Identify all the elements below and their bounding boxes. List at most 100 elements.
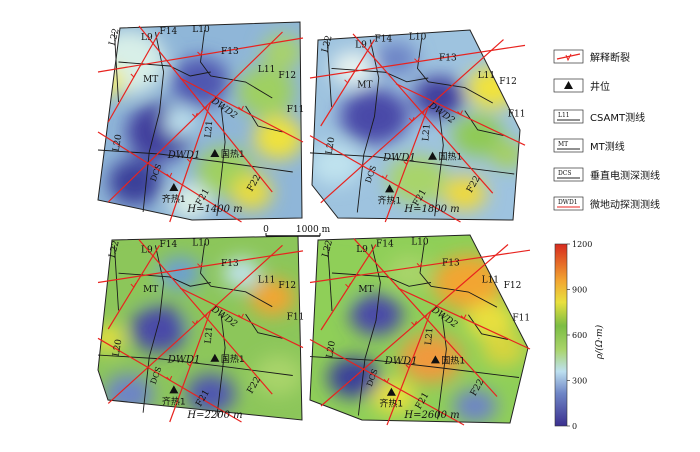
fault-tick [130, 282, 137, 288]
colorbar: 1200 900 600 300 0 ρ/(Ω·m) [554, 240, 605, 431]
field-blob [371, 379, 416, 414]
scale-bar: 0 1000 m [263, 225, 331, 237]
legend-label: 井位 [590, 80, 610, 93]
survey-line [113, 245, 119, 311]
survey-line [327, 244, 333, 312]
fault-lines [309, 33, 526, 223]
line-label-l21: L21 [421, 123, 432, 141]
fault-label-f14: F14 [376, 239, 394, 249]
legend-item-dwd: DWD1 微地动探测测线 [553, 196, 660, 211]
mt-line-label: MT [357, 81, 372, 91]
field-blob [490, 140, 520, 169]
survey-boundary [97, 21, 303, 221]
legend-item-dcs: DCS 垂直电测深测线 [553, 167, 660, 182]
survey-line [464, 110, 504, 137]
line-label-l20: L20 [112, 133, 125, 152]
survey-line [356, 39, 380, 213]
fault-tick [403, 160, 410, 166]
well-label-well_qire: 齐热1 [378, 194, 402, 206]
field-blob [331, 51, 375, 86]
fault-label-f12: F12 [278, 281, 296, 291]
fault-label-f11: F11 [287, 313, 305, 323]
survey-line [468, 314, 509, 340]
field-blob [481, 331, 526, 367]
mt-line-label: MT [143, 285, 158, 295]
field-blob [453, 388, 497, 423]
field-blob [466, 301, 515, 340]
wells: 国热1 齐热1 [162, 353, 245, 408]
fault-tick [130, 72, 137, 78]
field-blob [231, 174, 273, 210]
survey-line [216, 105, 226, 217]
field-blob [387, 255, 431, 291]
line-label-l20: L20 [325, 340, 338, 359]
colorbar-tick-label: 300 [572, 377, 587, 386]
scale-distance: 1000 m [296, 225, 331, 235]
field-blob [98, 67, 125, 97]
legend-item-fault: 解释断裂 [553, 49, 630, 64]
legend-item-csamt: L11 CSAMT测线 [553, 109, 645, 124]
fault-tick [197, 262, 203, 268]
depth-label: H=2200 m [186, 410, 242, 421]
survey-line [245, 105, 283, 133]
survey-boundary [311, 29, 521, 221]
legend-label: 解释断裂 [590, 51, 630, 64]
fault-tick [345, 283, 351, 289]
field-blob [163, 107, 197, 137]
depth-label: H=1800 m [403, 204, 459, 215]
well-icon [169, 183, 179, 191]
field-blob [130, 305, 189, 353]
line-label-l21: L21 [204, 120, 215, 138]
field-blob [387, 155, 448, 204]
fault-lines [97, 239, 304, 423]
depth-label: H=1400 m [186, 204, 242, 215]
fault-label-f12: F12 [278, 71, 296, 81]
fault-tick [186, 361, 193, 368]
fault-tick [238, 313, 244, 319]
line-label-l9: L9 [141, 246, 153, 256]
fault-label-f13: F13 [221, 259, 239, 269]
dwd1-label: DWD1 [167, 354, 201, 365]
survey-line [437, 314, 447, 420]
fault-label-f11: F11 [287, 105, 305, 115]
field-blob [223, 258, 260, 289]
line-label-l11: L11 [482, 276, 499, 286]
line-label-l22: L22 [108, 27, 122, 46]
legend-fault-tick [565, 53, 572, 62]
fault-label-f13: F13 [221, 47, 239, 57]
legend-item-well: 井位 [553, 78, 610, 93]
wells: 国热1 齐热1 [378, 151, 463, 207]
survey-boundary [309, 234, 529, 424]
field-blob [253, 116, 302, 160]
legend-tag: MT [558, 141, 568, 148]
fault-tick [405, 363, 412, 369]
survey-line [245, 313, 283, 339]
well-label-well_guore: 国热1 [441, 354, 465, 366]
colorbar-tick-label: 900 [572, 286, 587, 295]
field-blob [374, 41, 418, 77]
survey-line [113, 31, 119, 103]
line-label-l10: L10 [411, 238, 429, 248]
line-label-l21: L21 [424, 327, 435, 345]
line-label-l11: L11 [478, 71, 495, 81]
field-blob [253, 355, 302, 396]
fault-tick [166, 172, 173, 178]
colorbar-tick-label: 600 [572, 331, 587, 340]
field-blob [108, 158, 162, 206]
field-blob [186, 374, 236, 415]
line-label-l10: L10 [192, 238, 210, 248]
survey-line [434, 110, 444, 217]
fault-lines [97, 25, 304, 223]
line-label-l22: L22 [108, 240, 122, 259]
well-icon [386, 387, 396, 396]
mt-line-label: MT [143, 75, 158, 85]
line-label-l9: L9 [141, 33, 153, 43]
legend-well-icon [564, 81, 573, 89]
well-label-well_qire: 齐热1 [379, 398, 403, 410]
legend-tag: L11 [558, 112, 570, 119]
fault-label-f13: F13 [439, 54, 457, 64]
fault-label-f12: F12 [504, 281, 522, 291]
